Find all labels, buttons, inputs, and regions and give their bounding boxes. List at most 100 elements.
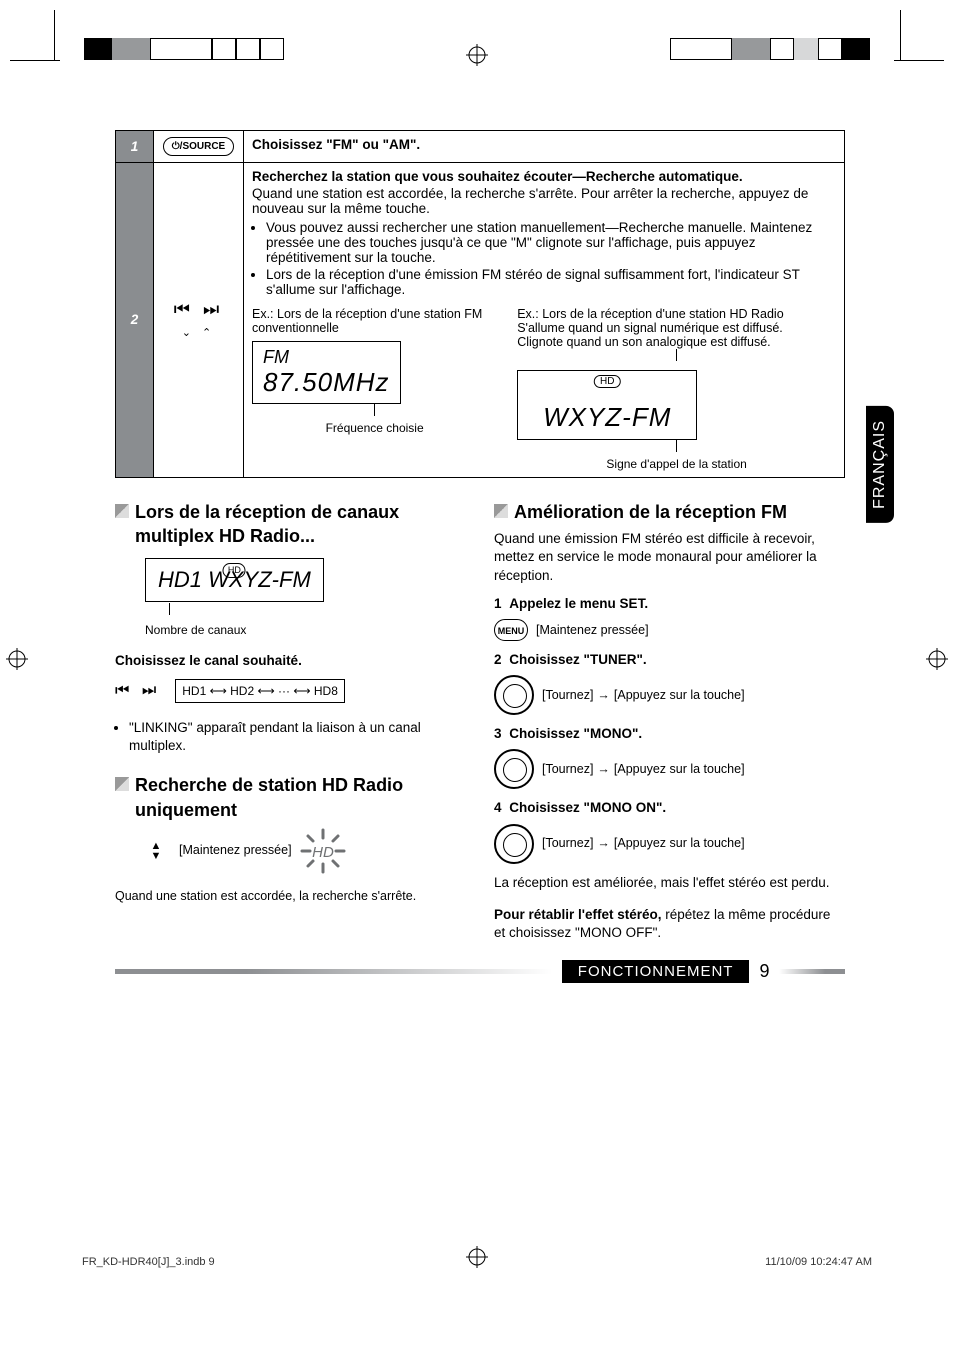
up-down-button-icon: ▲▼ bbox=[145, 841, 167, 861]
action-text: [Tournez] bbox=[542, 761, 593, 778]
action-text: [Tournez] bbox=[542, 687, 593, 704]
step-text: Choisissez "FM" ou "AM". bbox=[252, 137, 420, 152]
dial-icon bbox=[494, 749, 534, 789]
right-column: Amélioration de la réception FM Quand un… bbox=[494, 500, 845, 942]
dial-icon bbox=[494, 824, 534, 864]
lcd-display: FM 87.50MHz bbox=[252, 341, 401, 404]
hd-sunburst-icon: HD bbox=[300, 828, 346, 874]
lcd-band: FM bbox=[263, 348, 390, 368]
section-heading: Lors de la réception de canaux multiplex… bbox=[115, 500, 466, 549]
substep-title: Appelez le menu SET. bbox=[509, 596, 648, 611]
steps-table: 1 ⏻/SOURCE Choisissez "FM" ou "AM". 2 ⏮ … bbox=[115, 130, 845, 478]
step-number: 1 bbox=[116, 131, 154, 163]
heading-text: Lors de la réception de canaux multiplex… bbox=[135, 500, 466, 549]
lcd-display: HD HD1 WXYZ-FM bbox=[145, 558, 324, 602]
substep-number: 3 bbox=[494, 726, 502, 741]
lcd-display: HD WXYZ-FM bbox=[517, 370, 697, 440]
arrow-icon: → bbox=[597, 761, 610, 778]
lcd-caption: Nombre de canaux bbox=[145, 622, 466, 638]
substep-3: 3 Choisissez "MONO". [Tournez] → [Appuye… bbox=[494, 725, 845, 789]
result-text: La réception est améliorée, mais l'effet… bbox=[494, 874, 845, 892]
step-para: Quand une station est accordée, la reche… bbox=[252, 186, 836, 216]
hd-pill-icon: HD bbox=[594, 375, 620, 388]
print-color-bars-right bbox=[670, 38, 870, 58]
page-footer: FONCTIONNEMENT 9 bbox=[115, 960, 845, 983]
substep-1: 1 Appelez le menu SET. MENU [Maintenez p… bbox=[494, 595, 845, 641]
print-color-bars-left bbox=[84, 38, 284, 58]
crop-mark bbox=[54, 10, 55, 60]
hd-pill-icon: HD bbox=[223, 563, 246, 577]
action-text: [Appuyez sur la touche] bbox=[614, 687, 745, 704]
substep-2: 2 Choisissez "TUNER". [Tournez] → [Appuy… bbox=[494, 651, 845, 715]
footer-rule bbox=[115, 969, 552, 974]
arrow-icon: → bbox=[597, 687, 610, 704]
sub-heading: Choisissez le canal souhaité. bbox=[115, 652, 466, 670]
example-title: Ex.: Lors de la réception d'une station … bbox=[517, 307, 836, 321]
leader-line bbox=[676, 349, 677, 361]
registration-target-top bbox=[466, 44, 488, 66]
meta-filename: FR_KD-HDR40[J]_3.indb 9 bbox=[82, 1256, 215, 1268]
action-text: [Appuyez sur la touche] bbox=[614, 835, 745, 852]
leader-line bbox=[676, 440, 677, 452]
heading-marker-icon bbox=[494, 504, 508, 518]
restore-text: Pour rétablir l'effet stéréo, répétez la… bbox=[494, 906, 845, 942]
step-bullet: Vous pouvez aussi rechercher une station… bbox=[266, 220, 836, 265]
page-number: 9 bbox=[759, 961, 769, 982]
substep-title: Choisissez "TUNER". bbox=[509, 652, 646, 667]
body-text: Quand une station est accordée, la reche… bbox=[115, 888, 466, 905]
step-content: Recherchez la station que vous souhaitez… bbox=[244, 163, 845, 478]
arrow-icon: → bbox=[597, 835, 610, 852]
leader-line bbox=[374, 404, 375, 416]
substep-title: Choisissez "MONO". bbox=[509, 726, 642, 741]
action-text: [Maintenez pressée] bbox=[536, 622, 649, 639]
lcd-frequency: 87.50MHz bbox=[263, 367, 390, 397]
language-tab: FRANÇAIS bbox=[866, 406, 894, 523]
step-title: Recherchez la station que vous souhaitez… bbox=[252, 169, 743, 184]
action-text: [Tournez] bbox=[542, 835, 593, 852]
lcd-caption: Signe d'appel de la station bbox=[517, 457, 836, 471]
step-icon-cell: ⏻/SOURCE bbox=[154, 131, 244, 163]
example-left: Ex.: Lors de la réception d'une station … bbox=[252, 307, 497, 471]
example-right: Ex.: Lors de la réception d'une station … bbox=[517, 307, 836, 471]
body-bullet: "LINKING" apparaît pendant la liaison à … bbox=[129, 719, 466, 755]
svg-text:HD: HD bbox=[312, 844, 334, 861]
seek-buttons-icon: ⏮ ⏭ bbox=[115, 680, 160, 702]
action-text: [Appuyez sur la touche] bbox=[614, 761, 745, 778]
section-heading: Recherche de station HD Radio uniquement bbox=[115, 773, 466, 822]
crop-mark bbox=[10, 60, 60, 61]
heading-marker-icon bbox=[115, 777, 129, 791]
heading-text: Recherche de station HD Radio uniquement bbox=[135, 773, 466, 822]
step-content: Choisissez "FM" ou "AM". bbox=[244, 131, 845, 163]
hold-label: [Maintenez pressée] bbox=[179, 842, 292, 859]
heading-text: Amélioration de la réception FM bbox=[514, 500, 787, 524]
footer-section-label: FONCTIONNEMENT bbox=[562, 960, 750, 983]
step-number: 2 bbox=[116, 163, 154, 478]
meta-timestamp: 11/10/09 10:24:47 AM bbox=[765, 1256, 872, 1268]
lcd-callsign: WXYZ-FM bbox=[543, 402, 671, 432]
example-title: Ex.: Lors de la réception d'une station … bbox=[252, 307, 497, 335]
registration-target-right bbox=[926, 648, 948, 670]
example-note: S'allume quand un signal numérique est d… bbox=[517, 321, 836, 335]
channel-sequence: HD1 ⟷ HD2 ⟷ ··· ⟷ HD8 bbox=[175, 679, 345, 703]
substep-number: 4 bbox=[494, 800, 502, 815]
step-icon-cell: ⏮ ⏭⌄ ⌃ bbox=[154, 163, 244, 478]
print-metadata: FR_KD-HDR40[J]_3.indb 9 11/10/09 10:24:4… bbox=[82, 1256, 872, 1268]
restore-bold: Pour rétablir l'effet stéréo, bbox=[494, 907, 662, 922]
source-button-icon: ⏻/SOURCE bbox=[163, 137, 234, 156]
left-column: Lors de la réception de canaux multiplex… bbox=[115, 500, 466, 942]
heading-marker-icon bbox=[115, 504, 129, 518]
seek-buttons-icon: ⏮ ⏭⌄ ⌃ bbox=[174, 299, 223, 341]
substep-title: Choisissez "MONO ON". bbox=[509, 800, 666, 815]
crop-mark bbox=[900, 10, 901, 60]
page-content: 1 ⏻/SOURCE Choisissez "FM" ou "AM". 2 ⏮ … bbox=[115, 130, 845, 983]
substep-number: 1 bbox=[494, 596, 502, 611]
lcd-caption: Fréquence choisie bbox=[252, 421, 497, 435]
menu-button-icon: MENU bbox=[494, 619, 528, 641]
section-heading: Amélioration de la réception FM bbox=[494, 500, 845, 524]
step-row-2: 2 ⏮ ⏭⌄ ⌃ Recherchez la station que vous … bbox=[116, 163, 845, 478]
crop-mark bbox=[894, 60, 944, 61]
example-note: Clignote quand un son analogique est dif… bbox=[517, 335, 836, 349]
footer-rule bbox=[779, 969, 845, 974]
intro-text: Quand une émission FM stéréo est diffici… bbox=[494, 530, 845, 585]
leader-line bbox=[169, 603, 170, 615]
